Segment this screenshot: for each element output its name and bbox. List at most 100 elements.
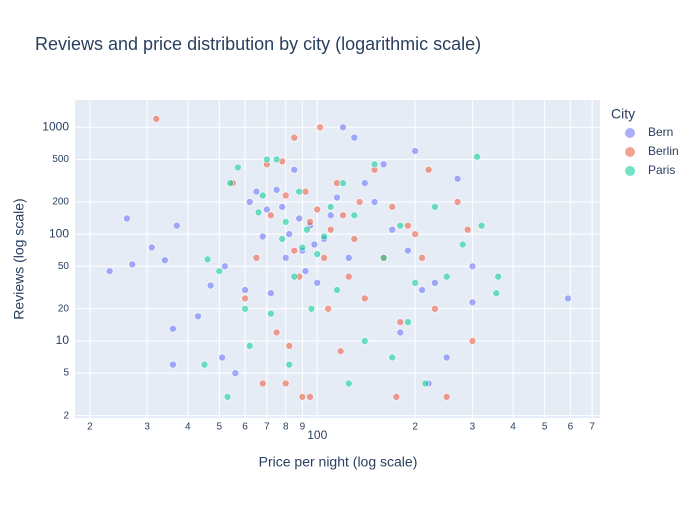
data-point [281, 254, 290, 262]
data-point [418, 286, 426, 294]
plot-area [75, 100, 600, 418]
x-tick-label: 5 [542, 422, 548, 433]
x-tick-label: 8 [283, 422, 289, 433]
x-tick-label: 4 [185, 422, 191, 433]
data-point [258, 232, 267, 241]
data-point [295, 187, 303, 196]
legend-marker[interactable] [625, 128, 635, 138]
legend-title: City [611, 106, 635, 122]
data-point [172, 221, 181, 230]
data-point [231, 369, 240, 377]
data-point [404, 246, 412, 255]
data-point [218, 353, 226, 362]
x-tick-label: 2 [87, 422, 93, 433]
data-point [463, 225, 472, 234]
data-point [161, 256, 169, 264]
data-point [285, 230, 294, 238]
data-point [468, 337, 477, 345]
y-tick-label: 20 [58, 303, 70, 314]
x-tick-label: 6 [242, 422, 248, 433]
data-point [411, 147, 419, 155]
data-point [313, 250, 322, 258]
data-point [453, 198, 462, 206]
data-point [360, 179, 369, 187]
data-point [307, 304, 316, 313]
legend-label[interactable]: Bern [648, 125, 673, 139]
x-tick-label: 7 [589, 422, 595, 433]
legend-label[interactable]: Paris [648, 163, 675, 177]
data-point [326, 211, 335, 220]
data-point [169, 360, 177, 369]
data-point [333, 286, 341, 294]
data-point [169, 324, 177, 333]
data-point [267, 211, 275, 220]
data-point [453, 174, 462, 183]
data-point [310, 240, 319, 249]
data-point [258, 191, 267, 200]
data-point [290, 272, 299, 281]
x-tick-label: 6 [568, 422, 574, 433]
data-point [336, 347, 345, 356]
data-point [245, 342, 254, 350]
data-point [272, 185, 281, 194]
data-point [234, 163, 242, 172]
data-point [252, 254, 261, 262]
data-point [431, 279, 439, 287]
data-point [477, 221, 486, 230]
data-point [396, 221, 405, 230]
legend-marker[interactable] [625, 166, 635, 176]
legend-label[interactable]: Berlin [648, 144, 679, 158]
data-point [267, 309, 275, 318]
data-point [418, 254, 426, 262]
data-point [344, 254, 353, 262]
data-point [245, 198, 254, 206]
data-point [298, 393, 307, 401]
data-point [370, 160, 379, 169]
data-point [431, 304, 439, 313]
data-point [105, 267, 114, 275]
data-point [147, 243, 156, 252]
data-point [396, 328, 405, 337]
data-point [388, 353, 397, 362]
data-point [194, 312, 202, 321]
data-point [411, 279, 419, 287]
data-point [379, 160, 388, 169]
data-point [355, 198, 364, 206]
x-tick-label: 3 [470, 422, 476, 433]
data-point [468, 298, 477, 307]
data-point [360, 337, 369, 345]
data-point [290, 133, 299, 142]
data-point [128, 260, 137, 269]
data-point [298, 243, 307, 252]
legend-marker[interactable] [625, 147, 635, 157]
data-point [263, 205, 271, 214]
y-tick-label: 500 [52, 154, 69, 165]
data-point [221, 262, 229, 271]
data-point [431, 203, 439, 211]
data-point [379, 254, 388, 262]
data-point [388, 225, 397, 234]
data-point [254, 208, 263, 217]
y-axis-title: Reviews (log scale) [11, 198, 27, 319]
data-point [468, 262, 477, 271]
data-point [370, 198, 379, 206]
data-point [301, 267, 310, 275]
data-point [200, 360, 209, 369]
chart-title: Reviews and price distribution by city (… [35, 34, 481, 54]
y-tick-label: 50 [58, 261, 70, 272]
data-point [263, 155, 271, 164]
y-tick-label: 1000 [42, 119, 69, 133]
data-point [326, 225, 335, 234]
data-point [424, 165, 433, 174]
data-point [203, 255, 212, 264]
data-point [258, 379, 267, 388]
x-axis-title: Price per night (log scale) [259, 454, 418, 470]
x-tick-label: 3 [144, 422, 150, 433]
data-point [295, 214, 303, 223]
data-point [404, 318, 412, 326]
x-tick-label: 4 [510, 422, 516, 433]
data-point [272, 328, 281, 337]
data-point [281, 379, 290, 388]
data-point [350, 211, 359, 220]
y-tick-label: 5 [63, 368, 69, 379]
